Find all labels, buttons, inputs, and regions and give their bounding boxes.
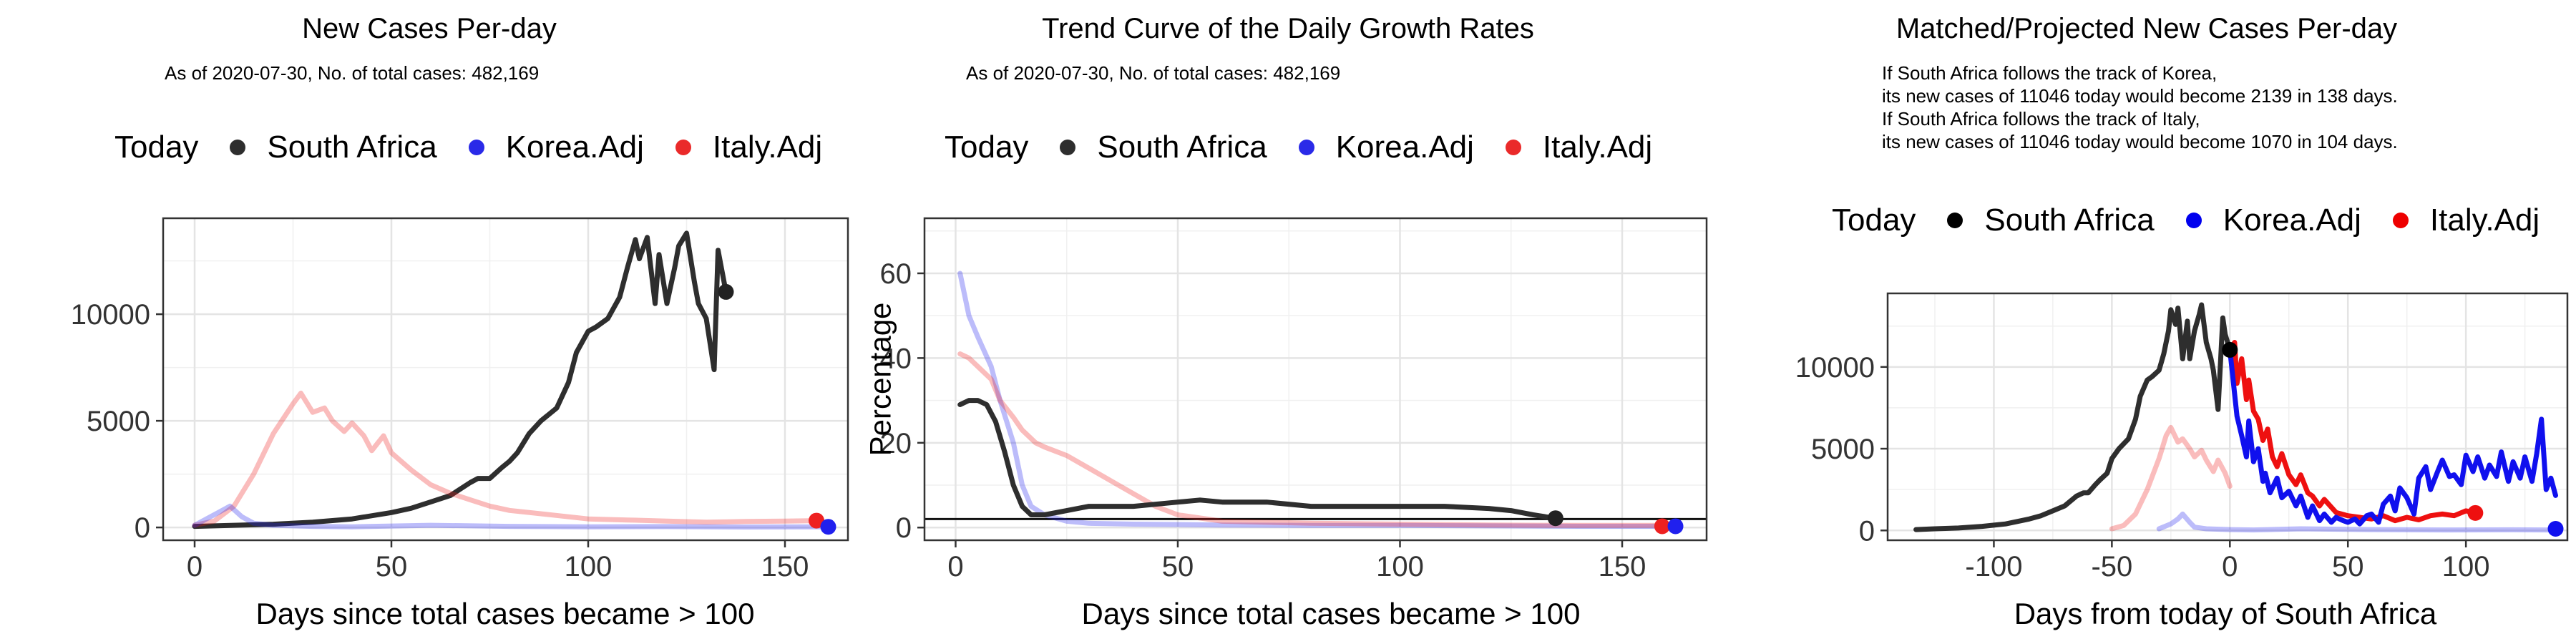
- x-tick-label: 50: [376, 551, 408, 582]
- endpoint-marker-south-africa: [1547, 510, 1563, 527]
- chart-plot-area: 0 50 100 150 0 5000 10000 Days since total case…: [71, 217, 849, 630]
- y-tick-label: 5000: [87, 406, 150, 437]
- grid: [924, 218, 1707, 540]
- y-tick-label: 20: [880, 428, 912, 459]
- x-tick-label: 50: [2332, 551, 2364, 582]
- legend-marker-italy: [1505, 140, 1521, 155]
- chart-plot-area: 0 50 100 150 0 20 40 60 Days since total cases b…: [864, 217, 1708, 630]
- legend-marker-south-africa: [230, 140, 246, 155]
- x-tick-label: 0: [187, 551, 203, 582]
- x-tick-label: 50: [1162, 551, 1194, 582]
- legend-label-south-africa: South Africa: [1097, 130, 1267, 165]
- legend-marker-south-africa: [1947, 213, 1963, 228]
- y-tick-label: 60: [880, 258, 912, 290]
- x-axis-label: Days since total cases became > 100: [256, 597, 755, 630]
- annotation-line: If South Africa follows the track of Ita…: [1882, 108, 2200, 130]
- chart-panel-growth-rates: Trend Curve of the Daily Growth Rates As…: [859, 0, 1717, 644]
- x-tick-label: 150: [761, 551, 809, 582]
- legend-label-korea: Korea.Adj: [505, 130, 644, 165]
- legend-label-korea: Korea.Adj: [1335, 130, 1474, 165]
- grid: [1888, 293, 2567, 540]
- x-tick-label: 0: [947, 551, 963, 582]
- chart-subtitle: As of 2020-07-30, No. of total cases: 48…: [966, 62, 1341, 84]
- series-line-south-africa: [1913, 302, 2233, 532]
- series-line-korea-adj-past: [2156, 511, 2563, 533]
- endpoint-marker-korea-adj: [1667, 518, 1684, 535]
- y-tick-label: 0: [1859, 515, 1875, 547]
- chart-panel-projected: Matched/Projected New Cases Per-day If S…: [1717, 0, 2576, 644]
- endpoint-marker-south-africa: [2222, 341, 2238, 358]
- endpoint-marker-korea-adj: [2547, 521, 2564, 537]
- y-tick-label: 0: [896, 512, 912, 544]
- annotation-line: If South Africa follows the track of Kor…: [1882, 62, 2218, 84]
- x-tick-label: 150: [1599, 551, 1646, 582]
- legend-marker-italy: [675, 140, 691, 155]
- series-line-korea-adj: [2227, 347, 2558, 527]
- x-tick-label: 100: [2442, 551, 2490, 582]
- annotation-line: its new cases of 11046 today would becom…: [1882, 131, 2398, 152]
- series-line-italy-adj: [192, 390, 819, 528]
- chart-panel-new-cases: New Cases Per-day As of 2020-07-30, No. …: [0, 0, 859, 644]
- endpoint-marker-south-africa: [718, 283, 734, 300]
- x-tick-label: 100: [1376, 551, 1424, 582]
- legend-title: Today: [114, 130, 199, 165]
- chart-title: New Cases Per-day: [302, 13, 557, 44]
- chart-subtitle: As of 2020-07-30, No. of total cases: 48…: [165, 62, 540, 84]
- y-tick-label: 40: [880, 343, 912, 374]
- y-axis-label: Percentage: [864, 303, 897, 457]
- series-line-italy-adj: [957, 351, 1661, 528]
- chart-legend: Today South Africa Korea.Adj Italy.Adj: [945, 127, 1660, 167]
- y-tick-label: 10000: [71, 299, 150, 331]
- series-line-south-africa: [192, 230, 728, 530]
- series-line-italy-adj-past: [2109, 424, 2233, 532]
- chart-annotations: If South Africa follows the track of Kor…: [1882, 62, 2398, 153]
- x-axis-label: Days from today of South Africa: [2014, 597, 2437, 630]
- chart-title: Trend Curve of the Daily Growth Rates: [1042, 13, 1534, 44]
- legend-label-italy: Italy.Adj: [2429, 203, 2540, 238]
- legend-marker-korea: [2185, 213, 2202, 228]
- x-tick-label: -50: [2091, 551, 2132, 582]
- y-tick-label: 5000: [1811, 434, 1875, 465]
- annotation-line: its new cases of 11046 today would becom…: [1882, 85, 2398, 107]
- series-line-korea-adj: [192, 503, 831, 530]
- x-axis-label: Days since total cases became > 100: [1082, 597, 1581, 630]
- plot-border: [1886, 292, 2569, 542]
- legend-marker-korea: [1298, 140, 1314, 155]
- series-line-south-africa: [957, 398, 1558, 521]
- x-tick-label: 0: [2222, 551, 2238, 582]
- endpoint-marker-italy-adj: [1654, 518, 1670, 535]
- chart-legend: Today South Africa Korea.Adj Italy.Adj: [114, 127, 859, 167]
- chart-title: Matched/Projected New Cases Per-day: [1896, 13, 2398, 44]
- grid: [163, 218, 848, 540]
- endpoint-marker-korea-adj: [820, 519, 836, 535]
- endpoint-marker-italy-adj: [2467, 504, 2484, 521]
- legend-title: Today: [1832, 203, 1916, 238]
- x-tick-label: 100: [565, 551, 613, 582]
- legend-marker-south-africa: [1060, 140, 1076, 155]
- endpoint-marker-italy-adj: [809, 512, 824, 529]
- legend-label-italy: Italy.Adj: [712, 130, 823, 165]
- chart-plot-area: -100 -50 0 50 100 0 5000 10000 Days from today o…: [1795, 292, 2569, 630]
- chart-legend: Today South Africa Korea.Adj Italy.Adj: [1832, 200, 2576, 240]
- plot-border: [162, 217, 849, 542]
- legend-label-south-africa: South Africa: [267, 130, 437, 165]
- x-tick-label: -100: [1965, 551, 2022, 582]
- legend-label-italy: Italy.Adj: [1542, 130, 1653, 165]
- y-tick-label: 0: [135, 512, 150, 544]
- y-tick-label: 10000: [1795, 352, 1875, 384]
- legend-label-south-africa: South Africa: [1984, 203, 2155, 238]
- legend-title: Today: [945, 130, 1029, 165]
- series-line-korea-adj: [957, 270, 1678, 529]
- plot-border: [923, 217, 1708, 542]
- series-line-italy-adj: [2227, 340, 2478, 524]
- legend-marker-italy: [2392, 213, 2409, 228]
- legend-marker-korea: [468, 140, 484, 155]
- legend-label-korea: Korea.Adj: [2223, 203, 2361, 238]
